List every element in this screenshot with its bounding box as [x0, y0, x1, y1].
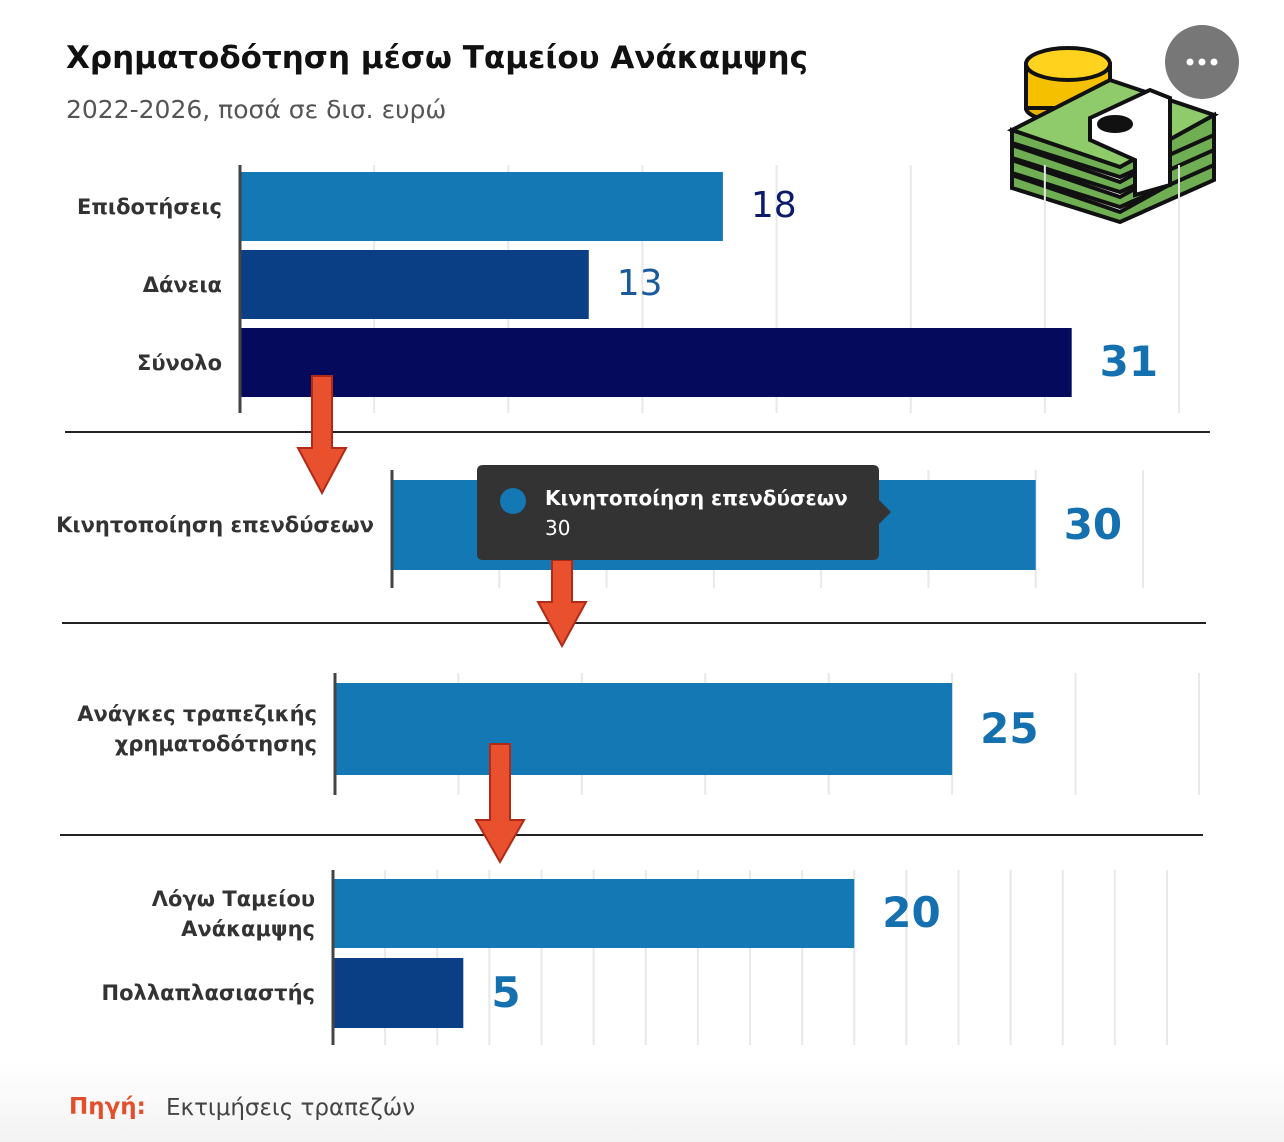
- arrow: [536, 559, 588, 649]
- tooltip-swatch: [500, 488, 526, 514]
- menu-button[interactable]: [1165, 25, 1239, 99]
- tooltip-box: [477, 465, 891, 560]
- category-label: Επιδοτήσεις: [76, 194, 222, 219]
- category-label: Κινητοποίηση επενδύσεων: [56, 513, 374, 537]
- value-label: 30: [1063, 499, 1123, 549]
- tooltip-name: Κινητοποίηση επενδύσεων: [545, 486, 848, 510]
- category-label: Πολλαπλασιαστής: [101, 981, 315, 1005]
- subtitle: 2022-2026, ποσά σε δισ. ευρώ: [66, 95, 447, 124]
- value-label: 20: [882, 888, 941, 938]
- category-label: Λόγω Ταμείου Ανάκαμψης: [151, 886, 315, 941]
- value-label: 25: [980, 703, 1039, 753]
- value-label: 5: [491, 967, 521, 1017]
- tooltip-value: 30: [545, 516, 571, 540]
- bar: [240, 172, 723, 241]
- arrow: [474, 743, 526, 865]
- value-label: 13: [616, 262, 663, 304]
- value-label: 31: [1099, 337, 1159, 387]
- bar: [335, 683, 953, 775]
- arrow: [296, 375, 348, 496]
- category-label: Σύνολο: [137, 350, 222, 375]
- arrows: [296, 375, 588, 865]
- tooltip: [477, 465, 891, 560]
- source-text: Εκτιμήσεις τραπεζών: [166, 1095, 416, 1121]
- menu-dot: [1210, 58, 1218, 66]
- value-label: 18: [750, 184, 797, 226]
- bar: [333, 958, 464, 1028]
- money-icon: [1006, 46, 1219, 225]
- menu-dot: [1198, 58, 1206, 66]
- category-label: Δάνεια: [142, 272, 222, 297]
- category-label: Ανάγκες τραπεζικής χρηματοδότησης: [77, 702, 317, 756]
- bar: [240, 328, 1072, 397]
- bar: [240, 250, 589, 319]
- bar: [333, 879, 855, 948]
- source-label: Πηγή:: [69, 1094, 146, 1120]
- menu-dot: [1186, 58, 1194, 66]
- title: Χρηματοδότηση μέσω Ταμείου Ανάκαμψης: [66, 40, 808, 76]
